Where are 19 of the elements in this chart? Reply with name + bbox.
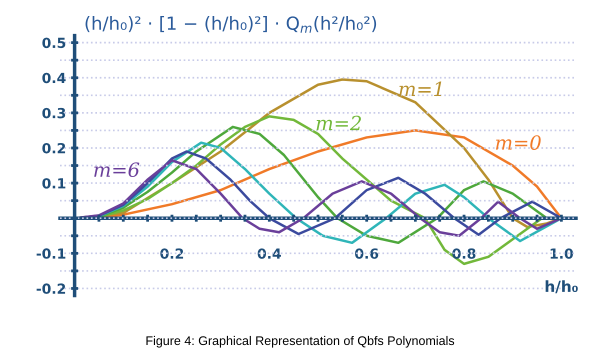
series-label: m=1 <box>399 82 442 96</box>
y-tick-label: 0.1 <box>42 178 66 189</box>
y-tick-label: 0.2 <box>42 142 66 154</box>
y-tick-label: 0.3 <box>42 108 66 118</box>
chart-title: (h/h₀)² · [1 − (h/h₀)²] · Q$_{m}$(h²/h₀²) <box>86 16 376 33</box>
x-tick-label: 0.6 <box>355 248 378 259</box>
series-label: m=2 <box>316 116 361 130</box>
y-tick-label: 0.4 <box>42 72 66 84</box>
series-label: m=0 <box>496 135 541 150</box>
y-tick-label: -0.1 <box>36 248 66 259</box>
x-tick-label: 0.4 <box>258 248 281 259</box>
series-label: m=6 <box>94 162 140 178</box>
x-tick-label: 1.0 <box>550 248 574 259</box>
x-tick-label: 0.2 <box>160 248 184 259</box>
y-tick-label: 0.5 <box>42 38 66 48</box>
x-axis-title: h/h₀ <box>546 280 578 294</box>
x-tick-label: 0.8 <box>452 248 476 259</box>
y-tick-label: -0.2 <box>36 283 66 294</box>
caption: Figure 4: Graphical Representation of Qbfs Polynomials <box>146 336 454 348</box>
